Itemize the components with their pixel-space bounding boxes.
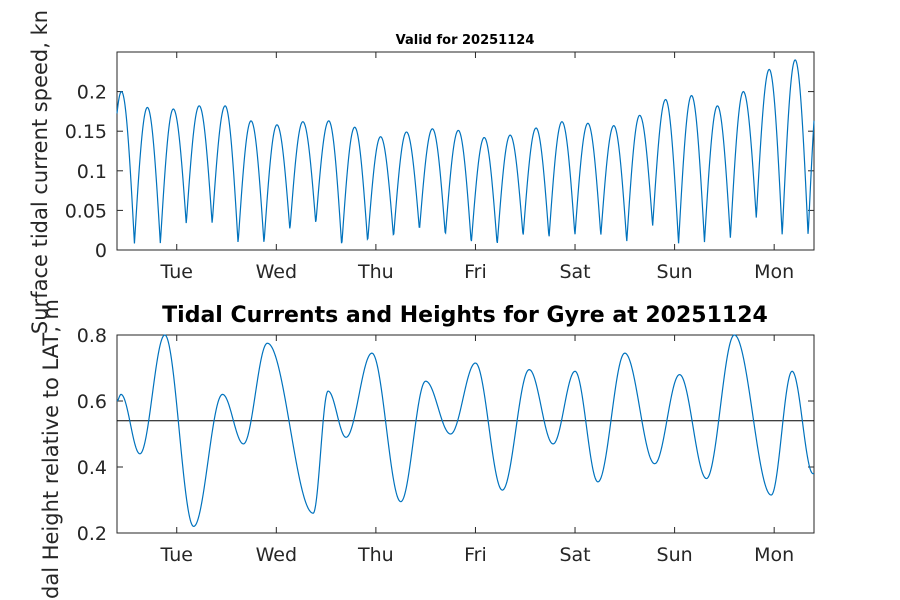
current-y-tick-label: 0.15 [65,121,107,143]
height-y-tick-label: 0.6 [77,391,107,413]
height-x-tick-label: Thu [357,544,394,566]
tidal-height-plot: Tidal Currents and Heights for Gyre at 2… [39,299,815,600]
height-x-tick-label: Tue [160,544,193,566]
current-x-ticks: Tue Wed Thu Fri Sat Sun Mon [160,52,794,283]
current-speed-plot: Valid for 20251124 0 0.05 0.1 0.15 0.2 Tue We… [28,10,815,334]
current-x-tick-label: Sat [559,261,590,283]
current-x-tick-label: Wed [256,261,297,283]
current-x-tick-label: Fri [464,261,487,283]
height-x-ticks: Tue Wed Thu Fri Sat Sun Mon [160,335,794,566]
height-y-tick-label: 0.4 [77,457,107,479]
current-chart-title: Valid for 20251124 [396,33,535,48]
height-x-tick-label: Mon [754,544,794,566]
current-speed-series-line [116,59,815,244]
current-y-tick-label: 0.05 [65,200,107,222]
current-y-tick-label: 0.2 [77,82,107,104]
height-chart-title: Tidal Currents and Heights for Gyre at 2… [162,303,768,328]
height-plot-area [116,334,815,534]
current-x-tick-label: Mon [754,261,794,283]
height-y-tick-label: 0.2 [77,523,107,545]
height-y-axis-label: Tidal Height relative to LAT, m [39,299,63,600]
current-y-ticks: 0 0.05 0.1 0.15 0.2 [65,82,814,262]
current-x-tick-label: Thu [357,261,394,283]
height-y-tick-label: 0.8 [77,325,107,347]
height-x-tick-label: Sun [657,544,693,566]
height-x-tick-label: Sat [559,544,590,566]
height-y-ticks: 0.2 0.4 0.6 0.8 [77,325,814,545]
current-y-axis-label: Surface tidal current speed, kn [28,10,52,334]
tidal-height-series-line [116,334,814,528]
height-x-tick-label: Wed [256,544,297,566]
current-y-tick-label: 0.1 [77,161,107,183]
current-x-tick-label: Tue [160,261,193,283]
height-x-tick-label: Fri [464,544,487,566]
current-plot-area [116,51,815,251]
current-y-tick-label: 0 [95,240,107,262]
current-x-tick-label: Sun [657,261,693,283]
